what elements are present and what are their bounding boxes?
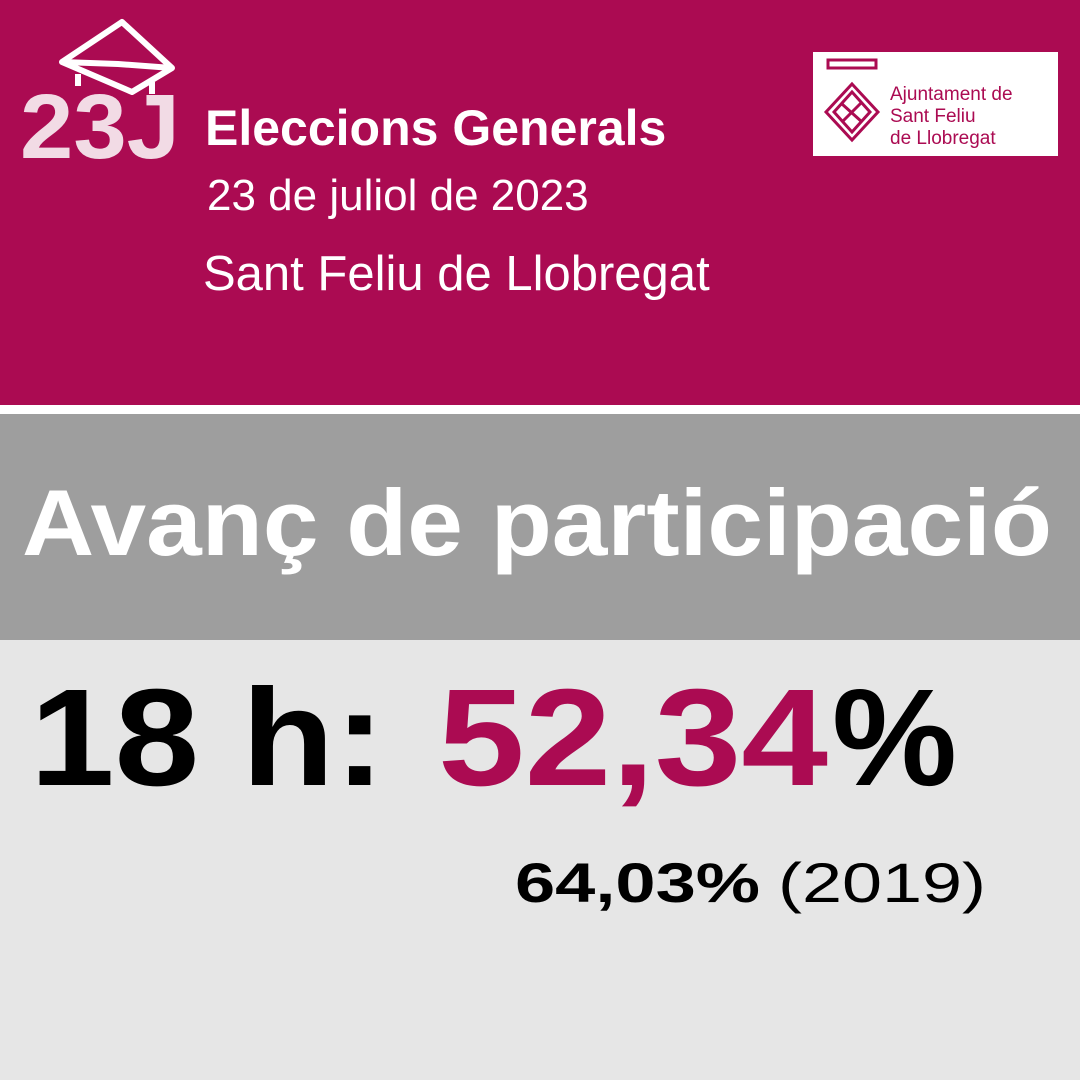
banner-band: [0, 414, 1080, 640]
header-place: Sant Feliu de Llobregat: [203, 247, 710, 301]
result-time: 18 h:: [30, 661, 385, 815]
logo-text: 23J: [20, 76, 180, 178]
header-title: Eleccions Generals: [205, 100, 666, 156]
previous-year: (2019): [778, 851, 986, 914]
separator: [0, 405, 1080, 414]
body-band: [0, 640, 1080, 1080]
logo-envelope: [59, 19, 175, 95]
result-value: 52,34: [438, 661, 828, 815]
institution-line: de Llobregat: [890, 128, 996, 149]
result-percent: %: [832, 661, 957, 815]
previous-value: 64,03%: [515, 851, 760, 914]
institution-line: Ajuntament de: [890, 84, 1013, 105]
institution-line: Sant Feliu: [890, 106, 976, 127]
header-date: 23 de juliol de 2023: [207, 171, 589, 220]
banner-title: Avanç de participació: [22, 470, 1052, 575]
institution-logo: Ajuntament de Sant Feliu de Llobregat: [813, 52, 1058, 156]
